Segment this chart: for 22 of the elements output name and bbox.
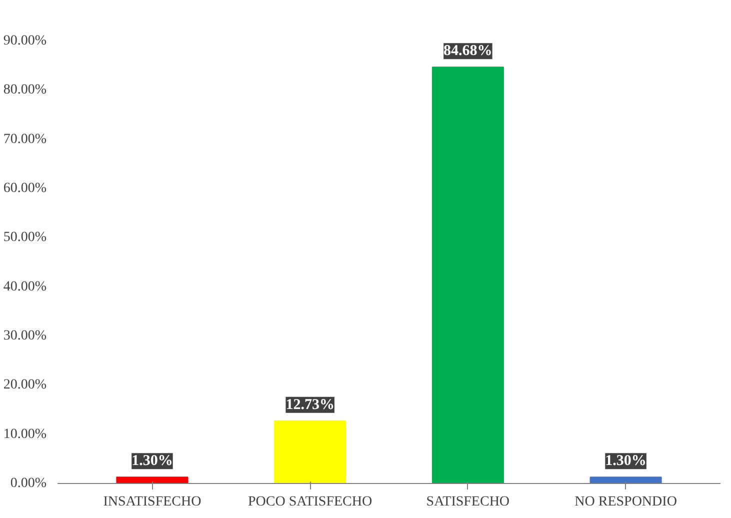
bar xyxy=(432,66,504,484)
bar xyxy=(116,476,188,484)
data-label: 1.30% xyxy=(132,453,173,470)
y-tick-label: 30.00% xyxy=(3,328,47,344)
y-tick-label: 40.00% xyxy=(3,279,47,294)
y-tick-label: 60.00% xyxy=(3,180,47,196)
y-tick-label: 0.00% xyxy=(10,476,47,491)
y-tick-label: 50.00% xyxy=(3,230,47,246)
y-tick-label: 90.00% xyxy=(3,33,47,48)
data-label: 1.30% xyxy=(605,453,646,470)
y-tick-label: 20.00% xyxy=(3,378,47,393)
x-tick-label: SATISFECHO xyxy=(426,494,510,510)
bar xyxy=(590,476,662,484)
data-label: 12.73% xyxy=(286,396,334,413)
x-tick-label: NO RESPONDIO xyxy=(574,494,677,510)
x-tick-label: INSATISFECHO xyxy=(103,494,202,510)
x-tick-label: POCO SATISFECHO xyxy=(248,494,372,510)
y-tick-label: 80.00% xyxy=(3,82,47,98)
bar xyxy=(274,420,346,484)
y-tick-label: 70.00% xyxy=(3,132,47,147)
y-tick-label: 10.00% xyxy=(3,426,47,442)
data-label: 84.68% xyxy=(444,43,492,60)
